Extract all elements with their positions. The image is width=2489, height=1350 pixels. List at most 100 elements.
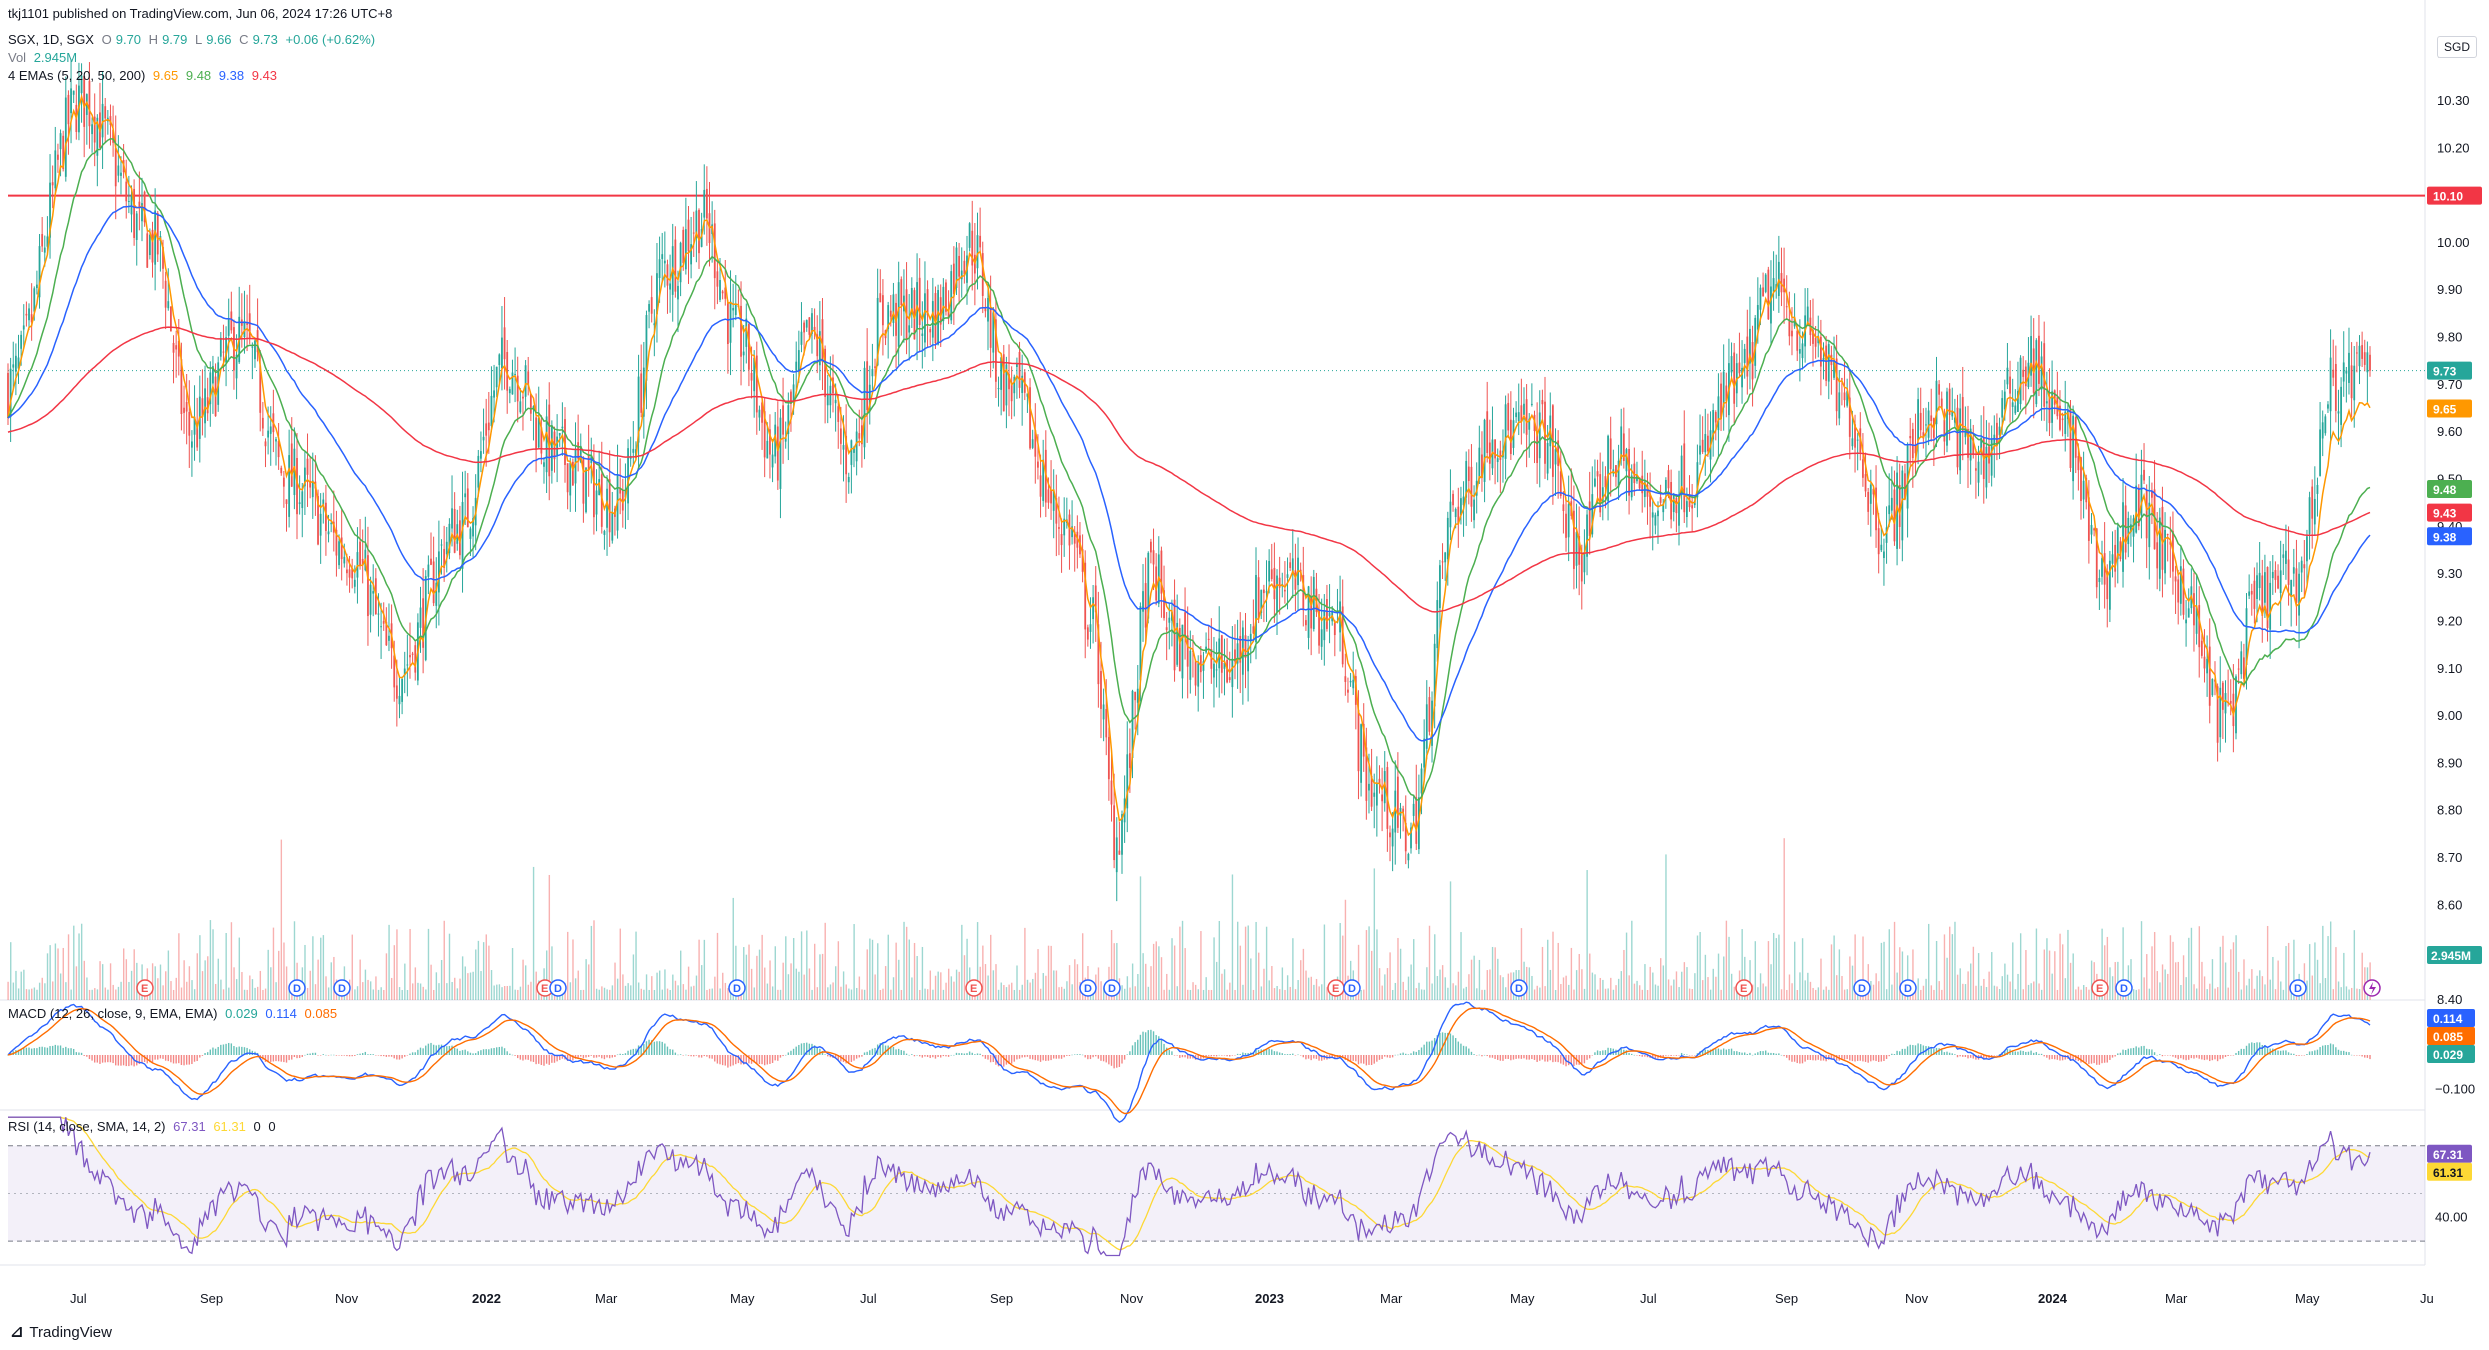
- volume-bar: [1360, 989, 1362, 1000]
- volume-bar: [1152, 943, 1155, 1000]
- volume-bar: [1242, 984, 1244, 1000]
- candle-body: [1559, 471, 1562, 496]
- candle-body: [818, 331, 821, 366]
- volume-bar: [1452, 983, 1454, 1000]
- macd-hist-bar: [629, 1049, 632, 1055]
- candle-body: [1365, 747, 1368, 801]
- volume-bar: [1628, 975, 1630, 1000]
- volume-bar: [94, 988, 96, 1000]
- macd-hist-bar: [897, 1048, 900, 1055]
- candle-body: [1827, 344, 1830, 382]
- candle-body: [832, 377, 834, 394]
- volume-bar: [835, 966, 837, 1000]
- macd-hist-bar: [1638, 1055, 1641, 1057]
- currency-button[interactable]: SGD: [2436, 36, 2477, 58]
- candle-body: [1814, 337, 1817, 347]
- macd-hist-bar: [75, 1052, 78, 1055]
- event-marker-dividend: D: [1103, 979, 1121, 997]
- candle-body: [1541, 400, 1544, 405]
- candle-body: [800, 331, 803, 345]
- macd-hist-bar: [2282, 1050, 2284, 1055]
- candle-body: [1318, 609, 1320, 646]
- macd-hist-bar: [2293, 1053, 2295, 1055]
- volume-bar: [2138, 989, 2140, 1000]
- macd-hist-bar: [855, 1055, 858, 1059]
- macd-hist-bar: [57, 1045, 59, 1055]
- macd-hist-bar: [1941, 1049, 1943, 1055]
- volume-bar: [1292, 938, 1294, 1000]
- candle-body: [448, 523, 451, 554]
- volume-bar: [1473, 955, 1475, 1000]
- candle-body: [501, 337, 503, 369]
- candle-body: [2124, 505, 2127, 553]
- volume-bar: [1741, 929, 1743, 1000]
- candle-body: [288, 455, 291, 517]
- candle-body: [2148, 502, 2151, 548]
- macd-hist-bar: [1226, 1055, 1228, 1057]
- candle-body: [1391, 828, 1394, 847]
- macd-hist-bar: [1996, 1055, 1998, 1056]
- volume-bar: [2069, 962, 2072, 1000]
- candle-body: [874, 366, 876, 368]
- volume-bar: [1849, 956, 1851, 1000]
- candle-body: [1223, 662, 1226, 669]
- volume-bar: [1791, 983, 1793, 1000]
- candle-body: [193, 416, 196, 435]
- volume-bar: [393, 945, 396, 1000]
- candle-body: [2203, 656, 2206, 669]
- volume-bar: [1872, 984, 1875, 1000]
- volume-bar: [1539, 987, 1541, 1000]
- macd-hist-bar: [1244, 1053, 1247, 1055]
- volume-bar: [1878, 981, 1880, 1000]
- volume-bar: [1394, 982, 1397, 1000]
- macd-hist-bar: [1631, 1053, 1633, 1055]
- candle-body: [1696, 462, 1699, 498]
- volume-bar: [1210, 989, 1213, 1000]
- macd-hist-bar: [1031, 1055, 1034, 1060]
- macd-hist-bar: [490, 1048, 493, 1055]
- macd-hist-bar: [233, 1046, 235, 1055]
- macd-hist-bar: [1407, 1054, 1410, 1055]
- macd-hist-bar: [2117, 1053, 2119, 1055]
- volume-bar: [1972, 946, 1975, 1000]
- macd-hist-bar: [2106, 1055, 2108, 1063]
- candle-body: [112, 129, 114, 143]
- volume-bar: [1465, 986, 1467, 1000]
- candle-body: [566, 463, 569, 493]
- volume-bar: [2161, 964, 2164, 1000]
- volume-bar: [714, 976, 716, 1000]
- volume-bar: [987, 975, 989, 1000]
- ema50-price-tag-label: 9.38: [2433, 530, 2457, 544]
- macd-hist-bar: [1512, 1055, 1515, 1060]
- candle-body: [346, 569, 348, 574]
- macd-hist-bar: [354, 1055, 356, 1056]
- candle-body: [185, 401, 188, 412]
- candle-body: [2174, 576, 2177, 582]
- macd-hist-bar: [1799, 1055, 1801, 1064]
- candle-body: [1591, 494, 1594, 535]
- candle-body: [222, 351, 225, 353]
- macd-hist-bar: [2082, 1055, 2085, 1063]
- macd-hist-bar: [304, 1054, 306, 1056]
- macd-hist-bar: [2243, 1048, 2245, 1055]
- macd-hist-bar: [1481, 1055, 1483, 1057]
- macd-hist-bar: [2295, 1055, 2298, 1056]
- macd-hist-bar: [1331, 1055, 1333, 1058]
- candle-body: [860, 425, 863, 445]
- volume-bar: [1392, 989, 1394, 1000]
- volume-bar: [682, 984, 685, 1000]
- volume-bar: [1276, 985, 1278, 1000]
- x-tick-label: Ju: [2420, 1291, 2434, 1306]
- candle-body: [167, 301, 170, 309]
- ema5-price-tag-label: 9.65: [2433, 403, 2457, 417]
- macd-hist-bar: [1804, 1055, 1806, 1062]
- macd-hist-bar: [2025, 1051, 2027, 1055]
- volume-bar: [2104, 945, 2106, 1000]
- candle-body: [2334, 364, 2337, 411]
- volume-bar: [80, 923, 83, 1000]
- volume-bar: [54, 943, 57, 1000]
- volume-bar: [1560, 984, 1562, 1000]
- tradingview-logo-icon: ⊿: [10, 1324, 24, 1341]
- volume-bar: [1568, 984, 1570, 1000]
